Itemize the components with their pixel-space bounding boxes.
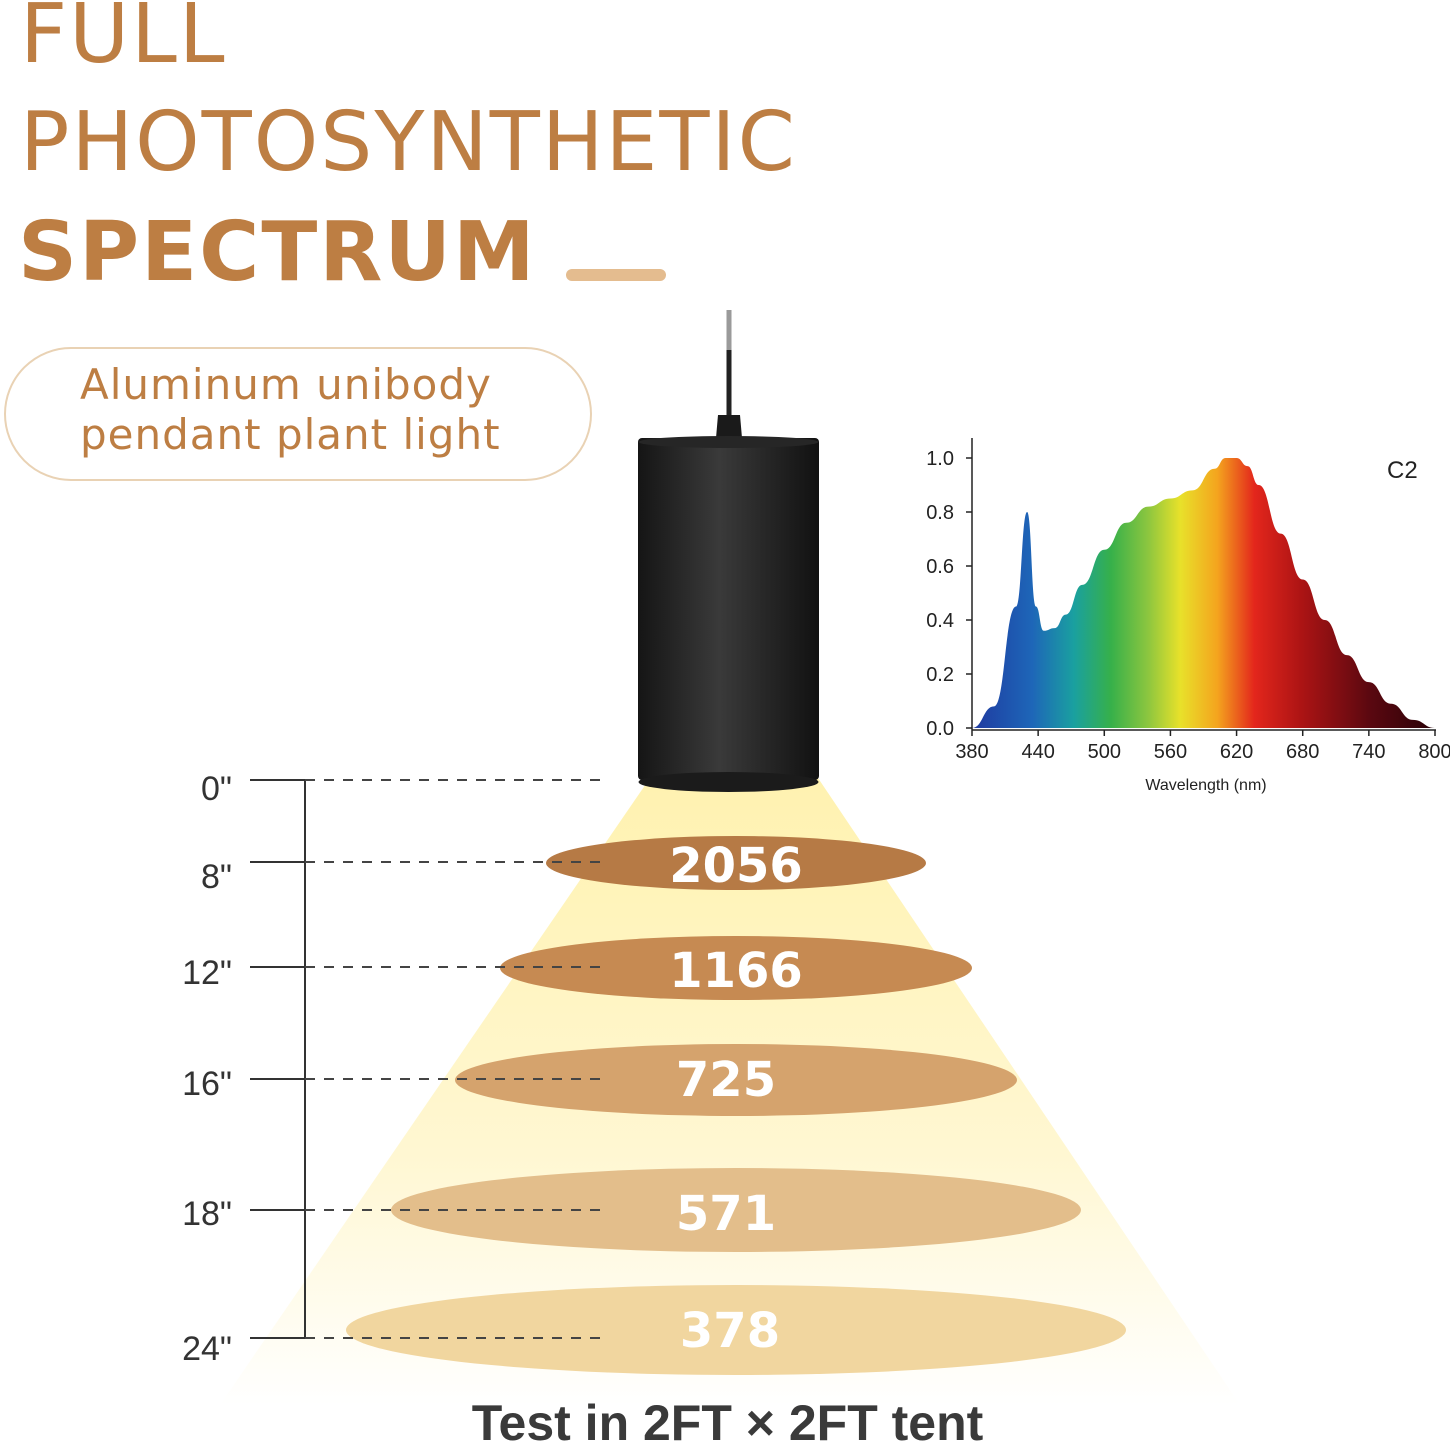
x-tick-label: 620 [1220,741,1253,763]
ppfd-ellipse-16 [455,1044,1017,1116]
accent-bar [566,269,666,281]
spectrum-area [972,458,1435,728]
y-tick-label: 1.0 [926,448,954,470]
y-tick-label: 0.2 [926,664,954,686]
distance-label-0: 0" [201,770,232,808]
pendant-lamp [638,310,819,792]
distance-label-16: 16" [182,1065,232,1103]
ppfd-ellipse-8 [546,836,926,890]
x-tick-label: 380 [955,741,988,763]
x-tick-label: 500 [1088,741,1121,763]
ppfd-ellipse-12 [500,936,972,1000]
ppfd-value-12: 1166 [669,943,803,999]
y-tick-label: 0.6 [926,556,954,578]
measurement-bracket [250,779,306,1339]
ppfd-value-24: 378 [679,1303,781,1359]
ppfd-value-8: 2056 [669,838,803,894]
headline-line1: FULL [20,0,227,82]
ppfd-value-18: 571 [675,1186,777,1242]
feature-line1: Aluminum unibody [80,360,492,409]
ppfd-ellipse-24 [346,1285,1126,1375]
spectrum-series-label: C2 [1387,457,1418,484]
headline-line2: PHOTOSYNTHETIC [20,95,797,190]
x-tick-label: 560 [1154,741,1187,763]
distance-label-24: 24" [182,1330,232,1368]
spectrum-axes [971,438,1436,731]
distance-label-8: 8" [201,858,232,896]
x-tick-label: 740 [1352,741,1385,763]
feature-line2: pendant plant light [80,410,501,459]
distance-label-18: 18" [182,1195,232,1233]
y-tick-label: 0.0 [926,718,954,740]
y-tick-label: 0.4 [926,610,954,632]
ppfd-ellipse-18 [391,1168,1081,1252]
y-tick-label: 0.8 [926,502,954,524]
x-tick-label: 680 [1286,741,1319,763]
spectrum-xlabel: Wavelength (nm) [1145,777,1266,794]
spectrum-chart: 1.0 0.8 0.6 0.4 0.2 0.0 380 440 500 560 620 680 740… [926,438,1450,794]
feature-pill [4,347,592,481]
ppfd-value-16: 725 [675,1052,777,1108]
headline-line3: SPECTRUM [18,205,537,300]
x-tick-label: 440 [1021,741,1054,763]
feature-text: Aluminum unibody pendant plant light [80,360,501,460]
distance-guides [305,779,608,1339]
distance-label-12: 12" [182,954,232,992]
footer-caption: Test in 2FT × 2FT tent [471,1395,984,1451]
x-tick-label: 800 [1418,741,1450,763]
